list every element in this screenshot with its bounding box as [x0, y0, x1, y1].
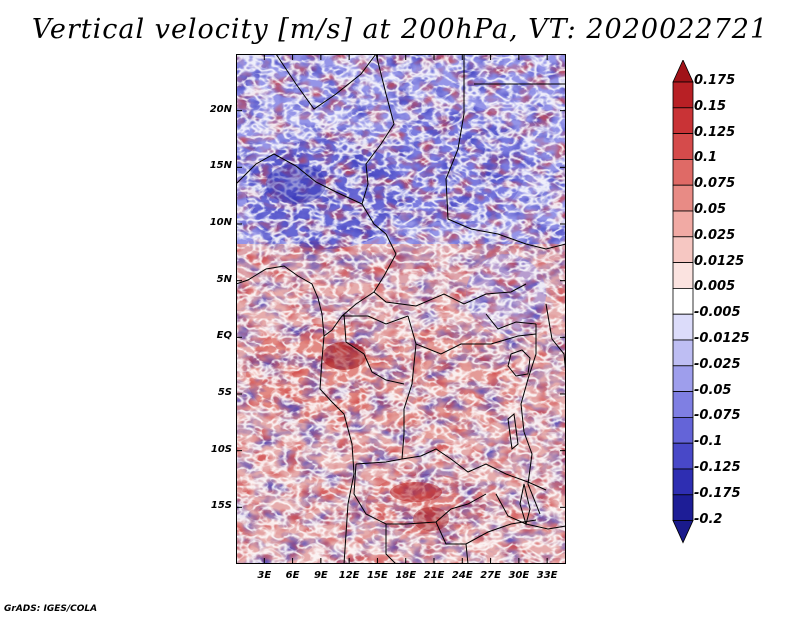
colorbar-box: [672, 416, 694, 444]
lat-label: 20N: [209, 103, 232, 115]
colorbar-label: -0.1: [694, 434, 723, 450]
colorbar-label: 0.005: [694, 279, 736, 295]
lakes: [507, 349, 531, 526]
colorbar-box: [672, 184, 694, 212]
colorbar-label: -0.075: [694, 408, 741, 424]
political-boundaries: [236, 54, 566, 564]
lat-label: 10S: [210, 443, 232, 455]
colorbar-box: [672, 313, 694, 341]
lon-label: 21E: [423, 570, 445, 581]
colorbar-label: 0.15: [694, 98, 727, 114]
colorbar-label: -0.175: [694, 485, 741, 501]
map-title: Vertical velocity [m/s] at 200hPa, VT: 2…: [31, 14, 769, 45]
velocity-field: [236, 54, 566, 564]
vertical-velocity-map: [236, 54, 566, 564]
lon-label: 3E: [257, 570, 272, 581]
colorbar-box: [672, 236, 694, 264]
colorbar-box: [672, 365, 694, 392]
colorbar-box: [672, 107, 694, 134]
lat-label: EQ: [216, 330, 232, 342]
lon-label: 24E: [451, 570, 473, 581]
colorbar-box: [672, 391, 694, 418]
lat-label: 15N: [209, 160, 232, 172]
lon-label: 12E: [338, 570, 360, 581]
colorbar-label: -0.0125: [694, 331, 750, 346]
colorbar-label: -0.005: [694, 305, 741, 321]
colorbar-bottom-arrow: [672, 520, 694, 544]
colorbar-label: 0.075: [694, 176, 736, 192]
lon-label: 30E: [508, 570, 530, 581]
colorbar-box: [672, 442, 694, 470]
colorbar-label: -0.025: [694, 356, 741, 372]
colorbar-box: [672, 494, 694, 521]
colorbar-box: [672, 159, 694, 186]
colorbar-box: [672, 81, 694, 109]
lon-label: 6E: [285, 570, 300, 581]
lon-label: 27E: [480, 570, 501, 581]
lat-label: 10N: [209, 217, 232, 228]
lon-label: 9E: [313, 570, 328, 581]
colorbar-top-arrow: [672, 60, 694, 83]
lat-label: 15S: [210, 500, 232, 512]
colorbar-label: 0.025: [694, 227, 736, 243]
lon-label: 33E: [536, 570, 558, 581]
lat-label: 5S: [217, 387, 232, 398]
colorbar-box: [672, 339, 694, 367]
colorbar-box: [672, 262, 694, 289]
colorbar-label: 0.05: [694, 202, 727, 217]
lat-label: 5N: [216, 273, 232, 285]
colorbar: [672, 60, 694, 544]
colorbar-label: 0.1: [694, 150, 718, 166]
grads-credit: GrADS: IGES/COLA: [4, 604, 98, 614]
colorbar-box: [672, 133, 694, 160]
colorbar-box: [672, 210, 694, 238]
map-frame: [236, 54, 566, 564]
colorbar-label: -0.2: [694, 511, 723, 527]
colorbar-label: -0.05: [694, 382, 732, 398]
colorbar-box: [672, 287, 694, 315]
map-ticks: [236, 54, 566, 564]
colorbar-label: 0.0125: [694, 253, 745, 269]
colorbar-box: [672, 468, 694, 496]
lon-label: 15E: [367, 570, 388, 581]
colorbar-label: -0.125: [694, 460, 741, 475]
lon-label: 18E: [395, 570, 417, 581]
colorbar-label: 0.175: [694, 73, 736, 88]
colorbar-label: 0.125: [694, 124, 736, 140]
